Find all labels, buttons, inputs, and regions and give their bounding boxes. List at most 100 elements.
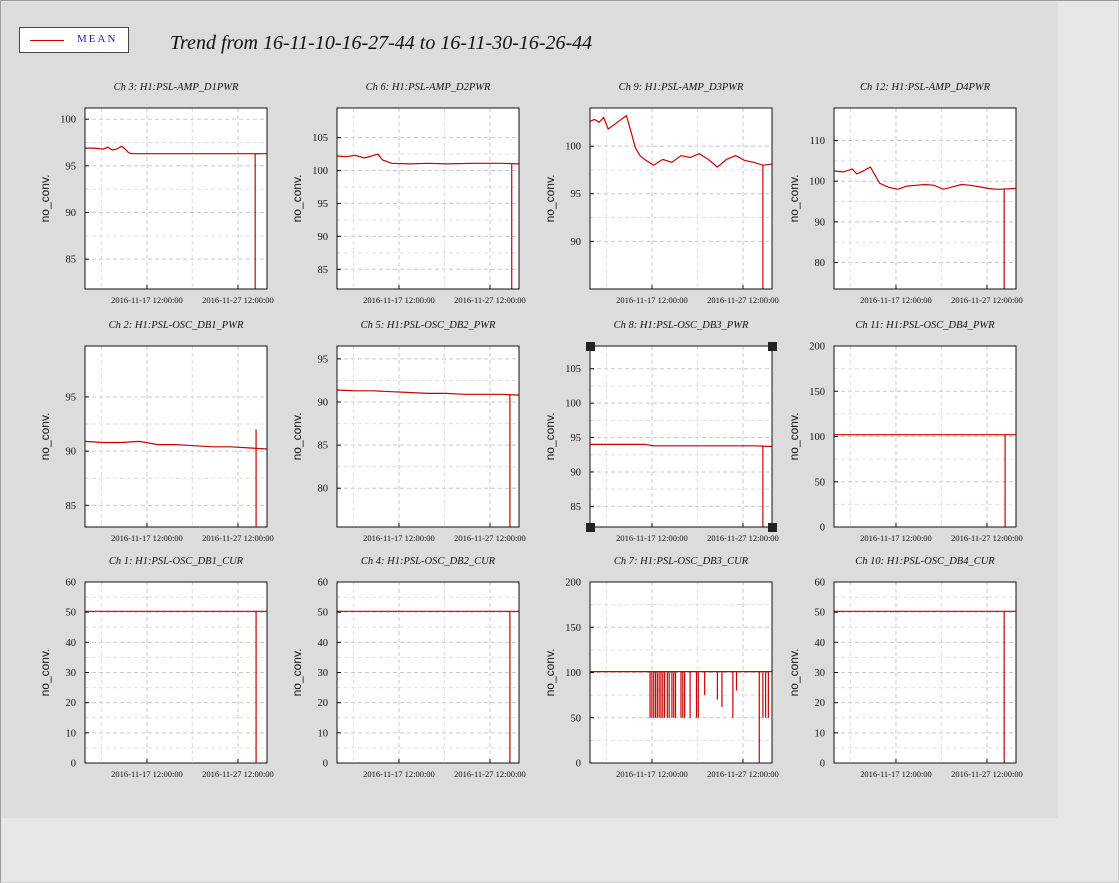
y-tick-label: 60: [815, 578, 826, 589]
plot-frame: [833, 107, 1017, 290]
chart-title: Ch 10: H1:PSL-OSC_DB4_CUR: [855, 556, 995, 567]
plot-frame: [589, 107, 773, 290]
y-tick-label: 85: [318, 441, 329, 452]
y-tick-label: 95: [318, 199, 329, 210]
chart-panel: 0 10 20 30 40 50 60 2016-11-17 12:00:00 2016-11-…: [787, 556, 1023, 779]
selection-handle: [768, 523, 777, 532]
y-tick-label: 40: [815, 638, 826, 649]
y-tick-label: 10: [66, 728, 77, 739]
x-tick-label: 2016-11-17 12:00:00: [860, 533, 932, 543]
y-tick-label: 90: [66, 447, 77, 458]
chart-panel: 80 90 100 110 2016-11-17 12:00:00 2016-11-27 …: [787, 82, 1023, 305]
chart-title: Ch 5: H1:PSL-OSC_DB2_PWR: [361, 320, 496, 331]
plot-frame: [84, 345, 268, 528]
x-tick-label: 2016-11-27 12:00:00: [951, 533, 1023, 543]
y-tick-label: 30: [815, 668, 826, 679]
x-tick-label: 2016-11-17 12:00:00: [616, 769, 688, 779]
x-tick-label: 2016-11-27 12:00:00: [454, 769, 526, 779]
y-tick-label: 85: [66, 255, 77, 266]
x-tick-label: 2016-11-27 12:00:00: [202, 769, 274, 779]
series-line: [589, 114, 773, 168]
y-tick-label: 50: [815, 477, 826, 488]
y-tick-label: 0: [323, 759, 328, 770]
series-line: [84, 440, 268, 450]
legend-line-swatch: [30, 40, 64, 41]
y-tick-label: 100: [565, 142, 581, 153]
y-tick-label: 95: [66, 392, 77, 403]
y-tick-label: 10: [815, 728, 826, 739]
y-tick-label: 100: [60, 115, 76, 126]
chart-panel: 0 10 20 30 40 50 60 2016-11-17 12:00:00 2016-11-…: [38, 556, 274, 779]
x-tick-label: 2016-11-17 12:00:00: [363, 533, 435, 543]
plot-background: [337, 346, 519, 527]
y-axis-label: no_conv.: [787, 175, 801, 223]
selection-handle: [586, 523, 595, 532]
plot-background: [85, 346, 267, 527]
y-tick-label: 105: [312, 133, 328, 144]
y-tick-label: 95: [318, 354, 329, 365]
chart-title: Ch 7: H1:PSL-OSC_DB3_CUR: [614, 556, 749, 567]
series-line: [336, 389, 520, 396]
selection-handle: [586, 342, 595, 351]
chart-title: Ch 4: H1:PSL-OSC_DB2_CUR: [361, 556, 496, 567]
y-tick-label: 0: [820, 523, 825, 534]
y-axis-label: no_conv.: [543, 649, 557, 697]
x-tick-label: 2016-11-27 12:00:00: [951, 769, 1023, 779]
y-tick-label: 40: [318, 638, 329, 649]
chart-title: Ch 9: H1:PSL-AMP_D3PWR: [619, 82, 744, 93]
y-tick-label: 50: [318, 608, 329, 619]
x-tick-label: 2016-11-27 12:00:00: [707, 533, 779, 543]
y-tick-label: 90: [815, 217, 826, 228]
y-tick-label: 0: [820, 759, 825, 770]
x-tick-label: 2016-11-17 12:00:00: [111, 295, 183, 305]
y-axis-label: no_conv.: [290, 649, 304, 697]
y-axis-label: no_conv.: [787, 649, 801, 697]
y-tick-label: 200: [809, 342, 825, 353]
plot-frame: [336, 107, 520, 290]
plot-background: [337, 108, 519, 289]
y-tick-label: 20: [815, 698, 826, 709]
chart-panel: 90 95 100 2016-11-17 12:00:00 2016-11-27 12:…: [543, 82, 779, 305]
series-line: [590, 443, 773, 448]
y-tick-label: 90: [571, 467, 582, 478]
y-tick-label: 40: [66, 638, 77, 649]
plot-background: [590, 346, 772, 527]
plot-background: [834, 108, 1016, 289]
page-title: Trend from 16-11-10-16-27-44 to 16-11-30…: [170, 32, 593, 54]
y-tick-label: 30: [66, 668, 77, 679]
y-tick-label: 90: [318, 232, 329, 243]
y-tick-label: 90: [571, 237, 582, 248]
x-tick-label: 2016-11-27 12:00:00: [707, 295, 779, 305]
y-tick-label: 100: [809, 432, 825, 443]
y-axis-label: no_conv.: [38, 413, 52, 461]
y-tick-label: 50: [571, 713, 582, 724]
selection-handle: [768, 342, 777, 351]
y-axis-label: no_conv.: [543, 175, 557, 223]
y-tick-label: 95: [66, 161, 77, 172]
series-line: [85, 145, 267, 155]
x-tick-label: 2016-11-17 12:00:00: [363, 295, 435, 305]
y-axis-label: no_conv.: [290, 413, 304, 461]
y-tick-label: 60: [318, 578, 329, 589]
y-tick-label: 60: [66, 578, 77, 589]
chart-title: Ch 11: H1:PSL-OSC_DB4_PWR: [855, 320, 995, 331]
y-tick-label: 150: [809, 387, 825, 398]
y-tick-label: 85: [318, 265, 329, 276]
x-tick-label: 2016-11-27 12:00:00: [454, 533, 526, 543]
y-tick-label: 50: [66, 608, 77, 619]
chart-panel: 85 90 95 100 105 2016-11-17 12:00:00 2016-11-2…: [543, 320, 779, 543]
y-tick-label: 90: [318, 398, 329, 409]
plot-frame: [589, 345, 773, 528]
plot-background: [590, 108, 772, 289]
chart-panel: 0 50 100 150 200 2016-11-17 12:00:00 2016-11-2…: [787, 320, 1023, 543]
y-tick-label: 80: [318, 484, 329, 495]
chart-panel: 85 90 95 100 105 2016-11-17 12:00:00 2016-11-2…: [290, 82, 526, 305]
y-tick-label: 50: [815, 608, 826, 619]
y-axis-label: no_conv.: [543, 413, 557, 461]
x-tick-label: 2016-11-27 12:00:00: [951, 295, 1023, 305]
chart-title: Ch 3: H1:PSL-AMP_D1PWR: [114, 82, 239, 93]
plot-frame: [84, 107, 268, 290]
y-tick-label: 150: [565, 623, 581, 634]
y-tick-label: 90: [66, 208, 77, 219]
